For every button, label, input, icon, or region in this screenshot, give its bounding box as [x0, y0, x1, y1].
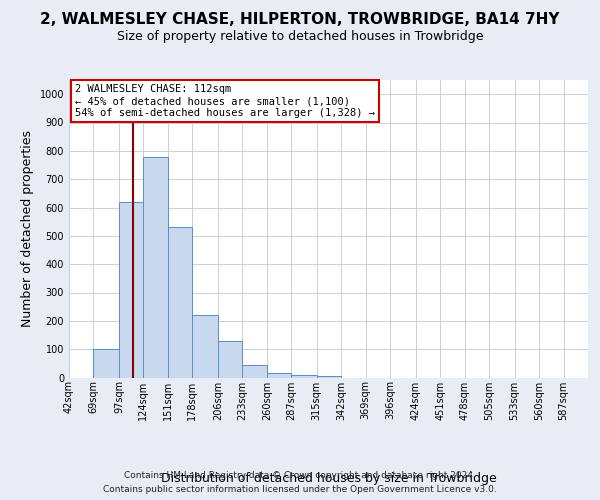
Bar [317, 376, 341, 378]
Bar [94, 349, 119, 378]
Bar [242, 365, 267, 378]
Bar [267, 373, 291, 378]
Text: Contains public sector information licensed under the Open Government Licence v3: Contains public sector information licen… [103, 484, 497, 494]
Text: Size of property relative to detached houses in Trowbridge: Size of property relative to detached ho… [117, 30, 483, 43]
Y-axis label: Number of detached properties: Number of detached properties [21, 130, 34, 327]
Text: 2 WALMESLEY CHASE: 112sqm
← 45% of detached houses are smaller (1,100)
54% of se: 2 WALMESLEY CHASE: 112sqm ← 45% of detac… [75, 84, 375, 117]
Bar [168, 228, 193, 378]
X-axis label: Distribution of detached houses by size in Trowbridge: Distribution of detached houses by size … [161, 472, 496, 486]
Bar [291, 374, 317, 378]
Bar [119, 202, 143, 378]
Bar [143, 156, 168, 378]
Text: 2, WALMESLEY CHASE, HILPERTON, TROWBRIDGE, BA14 7HY: 2, WALMESLEY CHASE, HILPERTON, TROWBRIDG… [40, 12, 560, 28]
Bar [193, 315, 218, 378]
Bar [218, 340, 242, 378]
Text: Contains HM Land Registry data © Crown copyright and database right 2024.: Contains HM Land Registry data © Crown c… [124, 472, 476, 480]
